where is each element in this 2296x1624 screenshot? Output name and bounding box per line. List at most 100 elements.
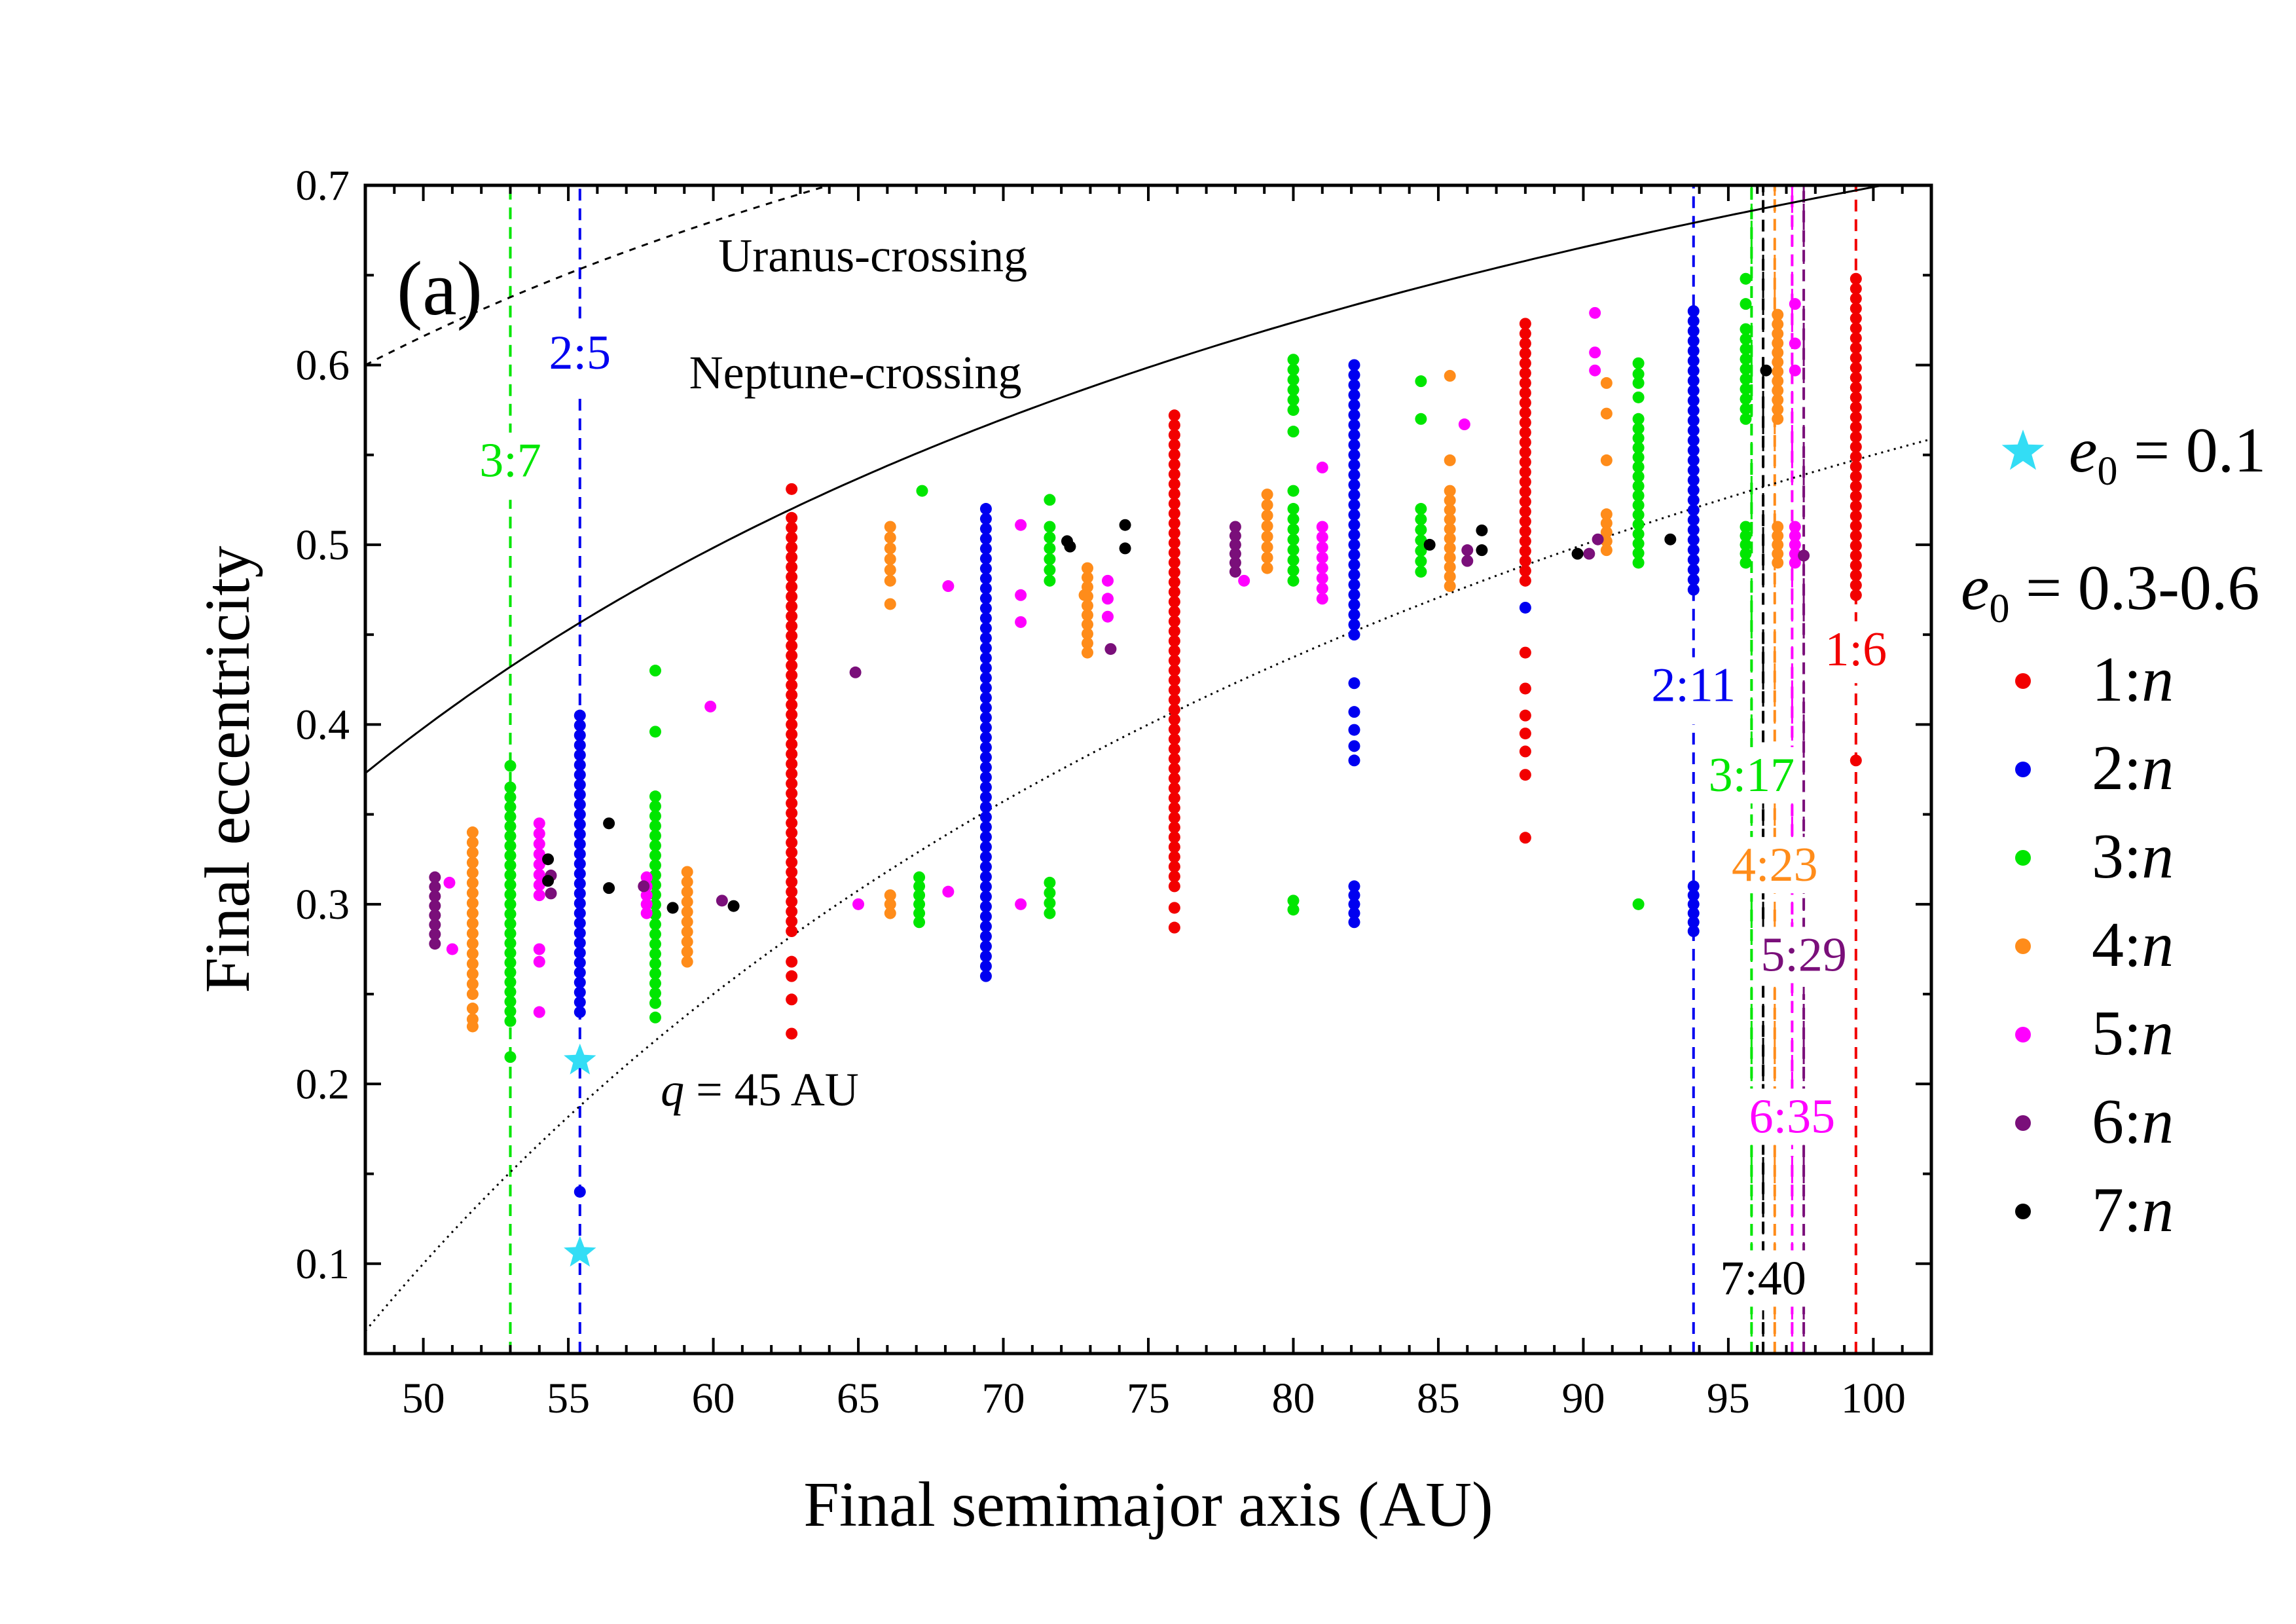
data-point xyxy=(1687,514,1700,526)
data-point xyxy=(1772,375,1784,387)
data-point xyxy=(1229,530,1241,542)
legend-label: 1:n xyxy=(2092,644,2174,715)
data-point xyxy=(786,955,798,968)
data-point xyxy=(574,1006,586,1018)
data-point xyxy=(1238,574,1250,587)
data-point xyxy=(574,808,586,821)
data-point xyxy=(1348,418,1360,431)
data-point xyxy=(1632,499,1645,511)
data-point xyxy=(979,731,992,744)
data-point xyxy=(1740,557,1752,569)
data-point xyxy=(504,1005,517,1018)
legend-label: 2:n xyxy=(2092,733,2174,803)
data-point xyxy=(1168,439,1180,451)
data-point xyxy=(1687,898,1700,910)
resonance-label-bg xyxy=(1821,621,1891,678)
data-point xyxy=(504,849,517,862)
y-tick-label: 0.6 xyxy=(296,341,350,389)
data-point xyxy=(786,570,798,583)
data-point xyxy=(574,868,586,880)
data-point xyxy=(1850,352,1862,364)
data-point xyxy=(1348,369,1360,381)
data-point xyxy=(913,871,926,883)
data-point xyxy=(1687,434,1700,447)
data-point xyxy=(786,600,798,613)
data-point xyxy=(1632,547,1645,559)
data-point xyxy=(1687,424,1700,437)
data-point xyxy=(574,838,586,850)
legend-group-header: e0 = 0.3-0.6 xyxy=(1961,553,2259,631)
data-point xyxy=(681,906,693,918)
data-point xyxy=(1168,478,1180,490)
data-point xyxy=(574,719,586,731)
data-point xyxy=(979,642,992,654)
data-point xyxy=(1600,508,1613,521)
data-point xyxy=(466,927,479,940)
data-point xyxy=(1101,610,1114,623)
data-point xyxy=(466,897,479,910)
data-point xyxy=(574,917,586,929)
data-point xyxy=(1772,521,1784,533)
data-point xyxy=(504,917,517,930)
data-point xyxy=(1348,479,1360,491)
data-point xyxy=(1687,484,1700,496)
data-point xyxy=(1789,538,1801,551)
resonance-label-bg xyxy=(1745,1088,1840,1145)
data-point xyxy=(1632,357,1645,369)
data-point xyxy=(574,779,586,791)
series-7-n xyxy=(542,364,1772,914)
data-point xyxy=(1081,646,1093,659)
data-point xyxy=(1229,566,1241,578)
data-point xyxy=(649,957,661,970)
data-point xyxy=(649,840,661,852)
data-point xyxy=(1632,441,1645,454)
data-point xyxy=(1287,394,1300,406)
data-point xyxy=(681,896,693,908)
data-point xyxy=(1287,373,1300,386)
data-point xyxy=(649,898,661,911)
data-point xyxy=(1015,898,1027,910)
data-point xyxy=(649,918,661,931)
data-point xyxy=(1316,541,1328,553)
data-point xyxy=(979,503,992,515)
data-point xyxy=(1589,364,1601,377)
data-point xyxy=(1740,373,1752,385)
data-point xyxy=(574,907,586,919)
data-point xyxy=(1168,625,1180,637)
data-point xyxy=(1519,347,1531,360)
data-point xyxy=(533,838,545,850)
data-point xyxy=(979,582,992,595)
data-point xyxy=(786,876,798,888)
data-point xyxy=(574,749,586,762)
data-point xyxy=(979,781,992,794)
data-point xyxy=(1687,574,1700,586)
data-point xyxy=(1687,544,1700,556)
data-point xyxy=(979,563,992,575)
data-point xyxy=(1458,418,1470,431)
data-point xyxy=(1348,706,1360,718)
data-point xyxy=(1168,635,1180,647)
data-point xyxy=(1168,811,1180,824)
data-point xyxy=(1444,532,1456,545)
data-point xyxy=(1519,485,1531,498)
data-point xyxy=(466,1020,479,1033)
data-point xyxy=(1168,595,1180,608)
data-point xyxy=(649,977,661,989)
data-point xyxy=(649,1011,661,1024)
data-point xyxy=(533,858,545,871)
data-point xyxy=(681,876,693,888)
data-point xyxy=(1168,537,1180,549)
data-point xyxy=(786,689,798,701)
data-point xyxy=(681,915,693,928)
data-point xyxy=(1740,403,1752,415)
data-point xyxy=(1168,902,1180,914)
data-point xyxy=(1044,553,1056,565)
data-point xyxy=(1476,524,1488,536)
data-point xyxy=(681,936,693,948)
data-point xyxy=(1287,895,1300,907)
data-point xyxy=(786,866,798,878)
data-point xyxy=(979,612,992,625)
data-point xyxy=(504,937,517,950)
data-point xyxy=(1850,589,1862,601)
data-point xyxy=(884,553,896,565)
